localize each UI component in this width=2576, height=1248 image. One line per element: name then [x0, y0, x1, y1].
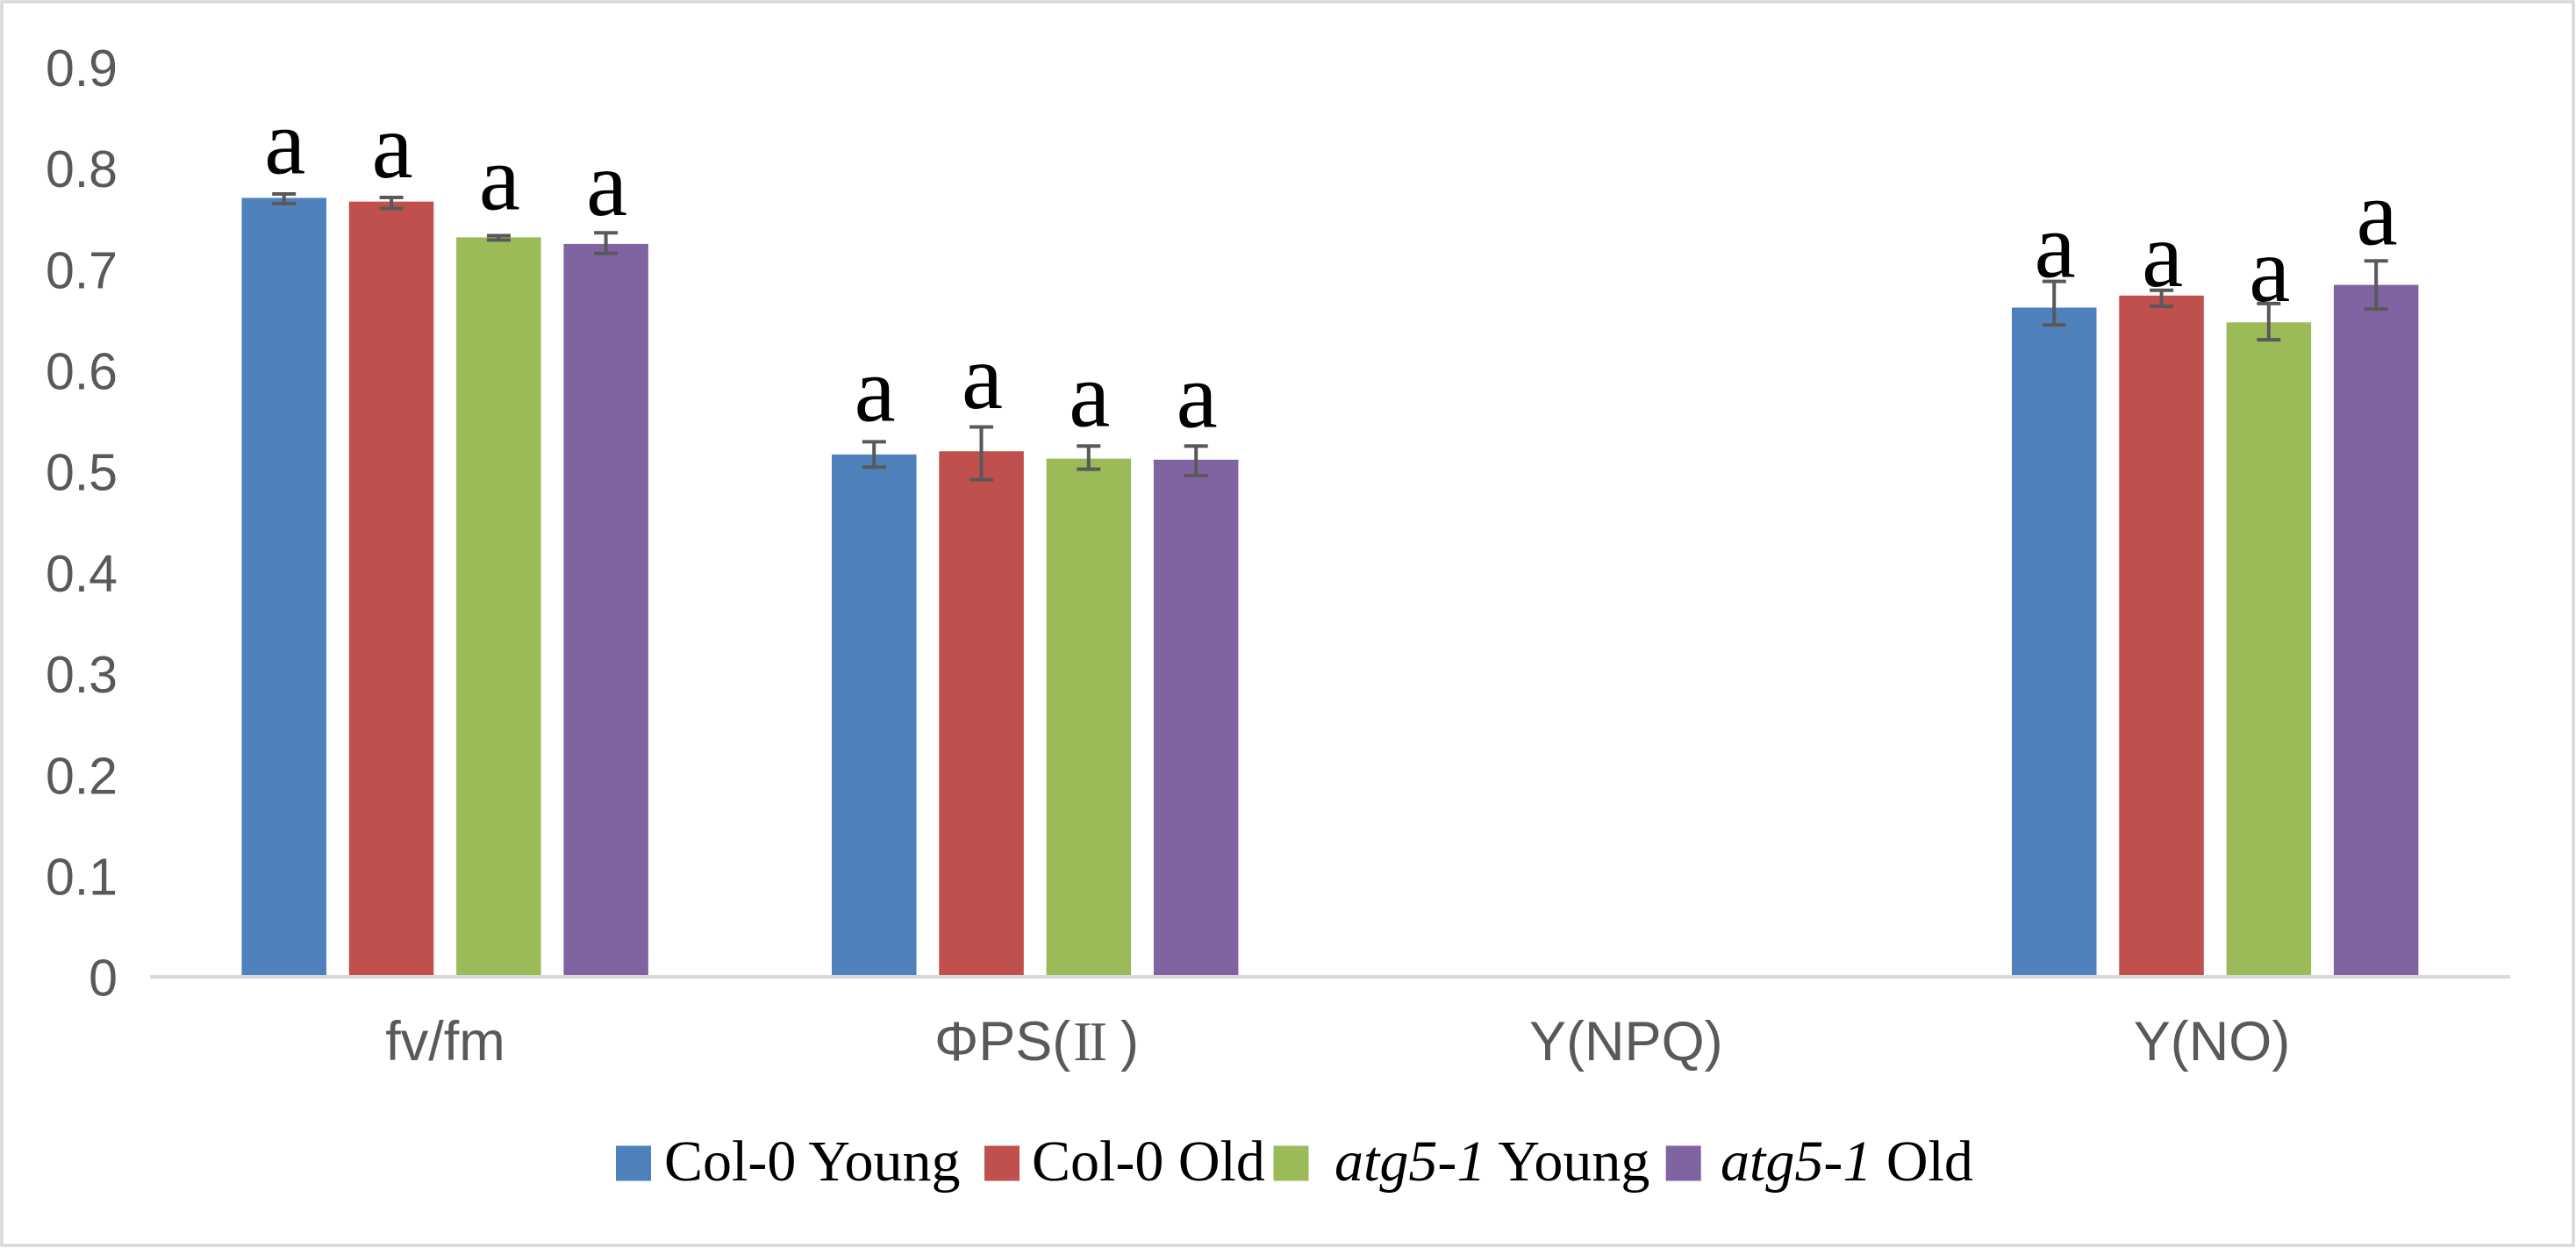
svg-text:Col-0 Old: Col-0 Old [1032, 1130, 1265, 1194]
svg-text:0.8: 0.8 [46, 140, 118, 198]
svg-text:a: a [479, 127, 520, 230]
svg-text:a: a [372, 95, 413, 197]
svg-text:Y(NPQ): Y(NPQ) [1529, 1011, 1723, 1072]
svg-text:a: a [2357, 162, 2398, 265]
svg-text:ΦPS(II): ΦPS(II) [934, 1011, 1139, 1072]
svg-text:0.3: 0.3 [46, 646, 118, 704]
svg-text:Y(NO): Y(NO) [2134, 1011, 2290, 1072]
svg-text:0.2: 0.2 [46, 747, 118, 805]
svg-text:0.1: 0.1 [46, 849, 118, 907]
svg-text:atg5-1 Old: atg5-1 Old [1721, 1130, 1973, 1194]
svg-text:0.4: 0.4 [46, 545, 118, 603]
svg-text:a: a [2035, 195, 2076, 298]
svg-text:0: 0 [89, 950, 118, 1008]
svg-text:a: a [2142, 204, 2183, 306]
svg-text:Col-0 Young: Col-0 Young [664, 1130, 960, 1194]
svg-text:0.6: 0.6 [46, 343, 118, 401]
svg-text:a: a [264, 91, 305, 194]
svg-text:a: a [1177, 345, 1218, 448]
svg-text:0.7: 0.7 [46, 241, 118, 299]
svg-text:0.5: 0.5 [46, 444, 118, 502]
svg-text:atg5-1 Young: atg5-1 Young [1335, 1130, 1649, 1194]
svg-text:a: a [855, 338, 896, 441]
svg-text:a: a [1069, 343, 1110, 446]
svg-text:fv/fm: fv/fm [385, 1011, 505, 1072]
svg-text:a: a [586, 133, 627, 235]
svg-text:a: a [962, 326, 1003, 428]
svg-text:a: a [2249, 219, 2290, 321]
svg-text:0.9: 0.9 [46, 39, 118, 97]
